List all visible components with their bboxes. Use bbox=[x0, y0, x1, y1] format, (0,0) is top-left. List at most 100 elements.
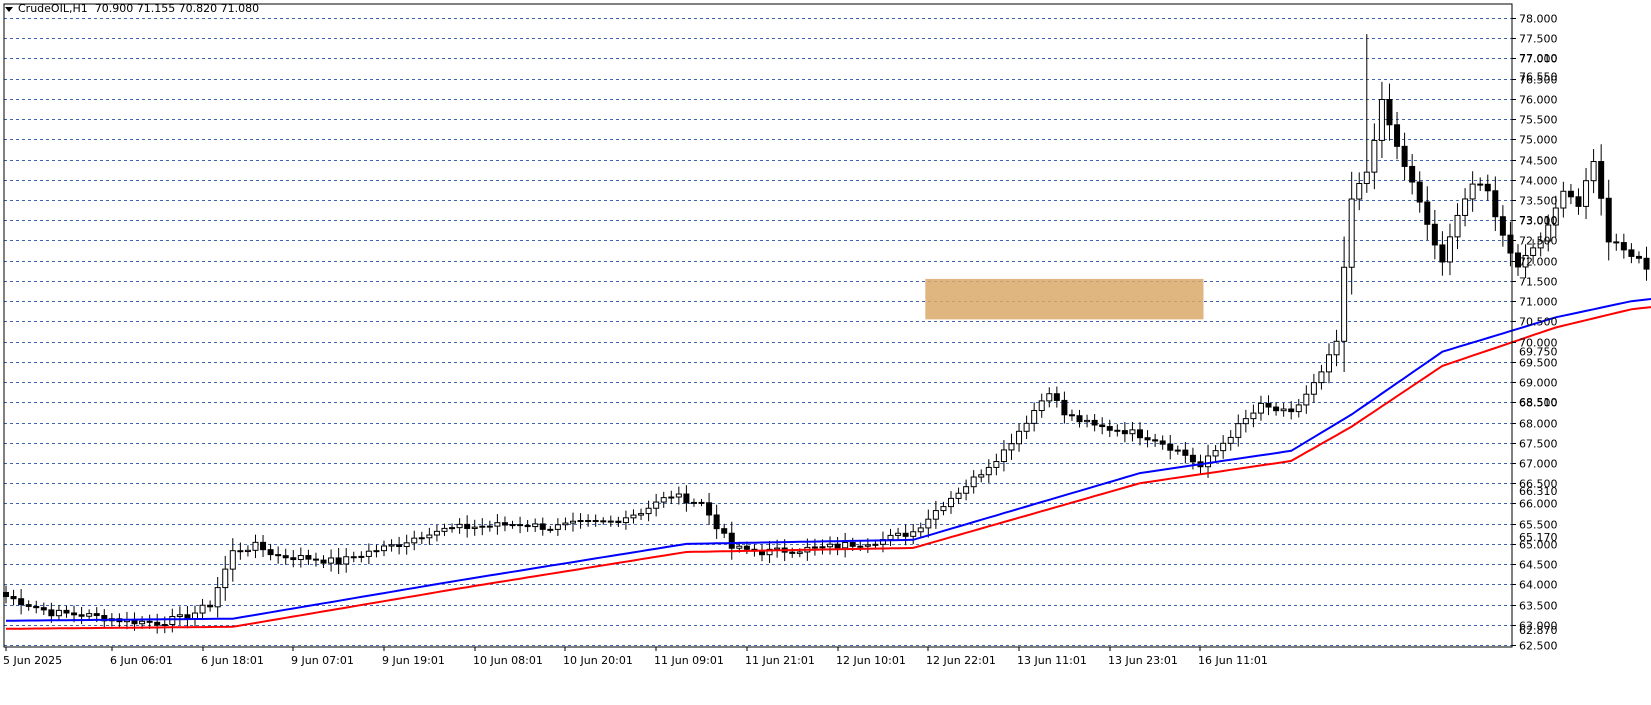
candle-body bbox=[743, 545, 750, 550]
candle-body bbox=[1643, 257, 1650, 270]
candle-body bbox=[479, 525, 486, 528]
candle-body bbox=[1386, 99, 1393, 126]
candle-body bbox=[1121, 430, 1128, 435]
candle-body bbox=[1310, 382, 1317, 395]
candle-body bbox=[1635, 255, 1642, 259]
candle-body bbox=[1129, 429, 1136, 435]
candle-body bbox=[93, 613, 100, 617]
candle-body bbox=[1545, 224, 1552, 242]
y-tick-label-overlap: 62.870 bbox=[1519, 624, 1558, 637]
candle-body bbox=[645, 507, 652, 515]
candle-body bbox=[1605, 197, 1612, 243]
collapse-triangle-icon[interactable] bbox=[5, 7, 13, 12]
candle-body bbox=[373, 550, 380, 553]
candle-body bbox=[721, 528, 728, 534]
candle-body bbox=[759, 550, 765, 556]
candle-body bbox=[1167, 443, 1174, 451]
x-tick-label: 9 Jun 19:01 bbox=[382, 654, 445, 667]
candle-body bbox=[1061, 399, 1068, 416]
candle-body bbox=[343, 556, 350, 565]
candle-body bbox=[993, 461, 1000, 468]
candle-body bbox=[494, 522, 501, 527]
candle-body bbox=[411, 537, 418, 544]
candle-body bbox=[86, 613, 93, 617]
candle-body bbox=[592, 520, 599, 523]
candle-body bbox=[713, 514, 720, 530]
candle-body bbox=[1046, 393, 1053, 402]
candle-body bbox=[1008, 443, 1015, 451]
candle-body bbox=[1068, 414, 1075, 417]
candle-body bbox=[1031, 410, 1038, 424]
candle-body bbox=[275, 554, 282, 557]
y-tick-label: 71.000 bbox=[1519, 296, 1558, 309]
y-tick-label: 70.500 bbox=[1519, 316, 1558, 329]
y-tick-label: 62.500 bbox=[1519, 640, 1558, 653]
candle-body bbox=[1537, 240, 1544, 249]
candle-body bbox=[433, 530, 440, 536]
candle-body bbox=[1295, 404, 1302, 413]
candle-body bbox=[910, 531, 917, 537]
candle-body bbox=[1212, 450, 1219, 457]
candle-body bbox=[1469, 183, 1476, 200]
candle-body bbox=[653, 501, 660, 509]
y-tick-label: 66.000 bbox=[1519, 498, 1558, 511]
y-tick-label: 71.500 bbox=[1519, 276, 1558, 289]
candle-body bbox=[675, 493, 682, 498]
candle-body bbox=[78, 614, 85, 617]
candle-body bbox=[10, 596, 17, 600]
candle-body bbox=[48, 609, 55, 617]
candle-body bbox=[290, 557, 297, 561]
y-tick-label-overlap: 65.170 bbox=[1519, 531, 1558, 544]
candle-body bbox=[358, 555, 365, 558]
y-tick-label: 72.500 bbox=[1519, 235, 1558, 248]
candle-body bbox=[532, 523, 539, 528]
candle-body bbox=[1242, 418, 1249, 425]
y-tick-label: 78.000 bbox=[1519, 13, 1558, 26]
candle-body bbox=[1106, 426, 1113, 431]
candle-body bbox=[1575, 196, 1582, 207]
candle-body bbox=[1189, 454, 1196, 463]
y-tick-label-overlap: 76.550 bbox=[1519, 71, 1558, 84]
x-tick-label: 6 Jun 18:01 bbox=[201, 654, 264, 667]
x-tick-label: 9 Jun 07:01 bbox=[291, 654, 354, 667]
x-tick-label: 13 Jun 23:01 bbox=[1108, 654, 1178, 667]
candle-body bbox=[562, 522, 569, 526]
candle-body bbox=[728, 532, 735, 549]
candle-body bbox=[615, 520, 622, 524]
candle-body bbox=[418, 537, 425, 540]
x-tick-label: 6 Jun 06:01 bbox=[110, 654, 173, 667]
candle-body bbox=[1144, 437, 1151, 441]
candle-body bbox=[1507, 234, 1514, 254]
candle-body bbox=[1522, 254, 1529, 268]
candle-body bbox=[456, 523, 463, 529]
candle-body bbox=[970, 476, 977, 488]
candle-body bbox=[55, 609, 62, 617]
candle-body bbox=[1288, 408, 1295, 413]
candle-body bbox=[1628, 249, 1635, 257]
candle-body bbox=[1613, 241, 1620, 244]
candle-body bbox=[146, 620, 153, 623]
candle-body bbox=[811, 546, 818, 549]
candle-body bbox=[1303, 393, 1310, 406]
candle-body bbox=[282, 555, 289, 559]
candle-body bbox=[1378, 99, 1385, 141]
y-tick-label: 68.000 bbox=[1519, 418, 1558, 431]
price-axis: 62.500 63.000 63.500 64.000 64.500 65.000 65.5… bbox=[1511, 4, 1558, 653]
candle-body bbox=[978, 474, 985, 478]
candle-body bbox=[229, 550, 236, 570]
y-tick-label: 65.000 bbox=[1519, 539, 1558, 552]
candle-body bbox=[1431, 223, 1438, 246]
candle-body bbox=[577, 520, 584, 523]
candle-body bbox=[63, 609, 70, 614]
candle-body bbox=[1152, 439, 1159, 442]
candle-body bbox=[403, 542, 410, 548]
y-tick-label-overlap: 66.310 bbox=[1519, 485, 1558, 498]
candle-body bbox=[1114, 429, 1121, 432]
candle-body bbox=[161, 624, 168, 627]
candle-body bbox=[842, 541, 849, 549]
candle-body bbox=[214, 587, 221, 608]
candle-body bbox=[1446, 236, 1453, 263]
x-tick-label: 16 Jun 11:01 bbox=[1198, 654, 1268, 667]
candle-body bbox=[1159, 440, 1166, 445]
